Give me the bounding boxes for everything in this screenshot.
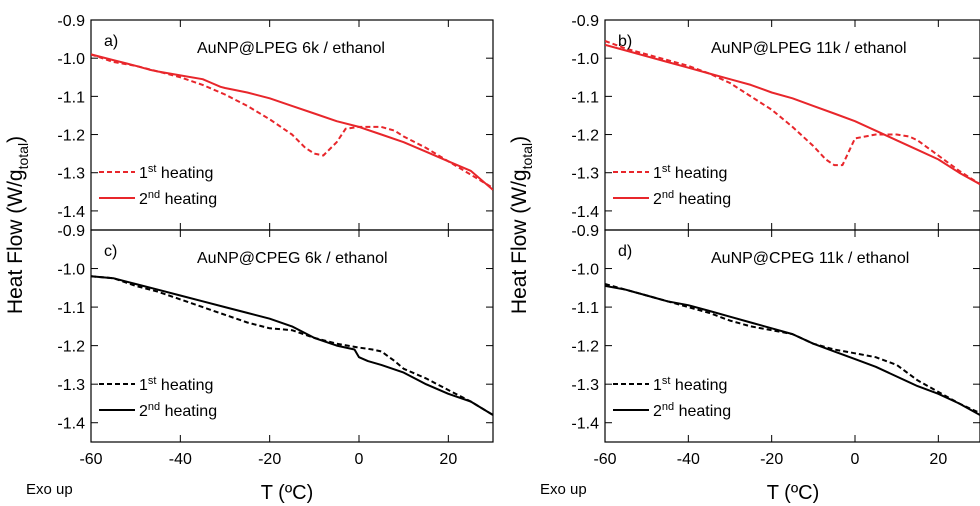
ytick-label-3: -0.9 <box>57 223 85 240</box>
panel-title-3: AuNP@CPEG 6k / ethanol <box>197 250 388 267</box>
legend-label-2-1: 2nd heating <box>139 189 217 208</box>
ytick-label-3: -1.4 <box>57 416 85 433</box>
ytick-label-3: -1.3 <box>57 377 85 394</box>
panel-1: -0.9 -1.0 -1.1 -1.2 -1.3 -1.4 a) AuNP@LPEG 6k /… <box>57 13 494 231</box>
panel-letter-3: c) <box>104 243 117 260</box>
panel-4: -0.9 -1.0 -1.1 -1.2 -1.3 -1.4 -60 -40 -20 0 20 d) Au… <box>571 223 980 468</box>
panel-letter-1: a) <box>104 33 118 50</box>
ytick-label-1: -1.3 <box>57 166 85 183</box>
plot-frame-4 <box>604 229 980 443</box>
series-line-3-1 <box>91 275 493 416</box>
ytick-label-3: -1.0 <box>57 262 85 279</box>
ytick-label-2: -1.0 <box>571 51 599 68</box>
panel-3: -0.9 -1.0 -1.1 -1.2 -1.3 -1.4 -60 -40 -20 0 20 c) Au… <box>57 223 494 468</box>
ytick-label-4: -1.1 <box>571 300 599 317</box>
legend-label-1-4: 1st heating <box>653 375 727 394</box>
right-xlabel: T (ºC) <box>767 482 819 504</box>
panel-title-4: AuNP@CPEG 11k / ethanol <box>711 250 909 267</box>
series-line-3-2 <box>91 275 493 416</box>
xtick-label-3: 20 <box>439 451 457 468</box>
right-ylabel: Heat Flow (W/gtotal) <box>508 136 535 314</box>
ytick-label-1: -1.0 <box>57 51 85 68</box>
series-line-1-2 <box>91 53 493 191</box>
ytick-label-3: -1.2 <box>57 339 85 356</box>
ytick-label-2: -1.1 <box>571 89 599 106</box>
ytick-label-4: -0.9 <box>571 223 599 240</box>
panel-title-1: AuNP@LPEG 6k / ethanol <box>197 40 385 57</box>
left-exo-note: Exo up <box>26 481 73 498</box>
legend-label-2-3: 2nd heating <box>139 401 217 420</box>
series-line-2-2 <box>605 43 980 186</box>
legend-label-2-2: 2nd heating <box>653 189 731 208</box>
xtick-label-4: -40 <box>677 451 700 468</box>
legend-label-2-4: 2nd heating <box>653 401 731 420</box>
xtick-label-3: -60 <box>79 451 102 468</box>
right-exo-note: Exo up <box>540 481 587 498</box>
xtick-label-3: -40 <box>169 451 192 468</box>
ytick-label-2: -1.3 <box>571 166 599 183</box>
xtick-label-4: -60 <box>593 451 616 468</box>
legend-label-1-1: 1st heating <box>139 163 213 182</box>
legend-label-1-3: 1st heating <box>139 375 213 394</box>
panels-layer: -0.9 -1.0 -1.1 -1.2 -1.3 -1.4 a) AuNP@LPEG 6k /… <box>57 13 980 468</box>
left-xlabel: T (ºC) <box>261 482 313 504</box>
series-line-4-2 <box>605 284 980 416</box>
ytick-label-1: -1.2 <box>57 128 85 145</box>
ytick-label-4: -1.2 <box>571 339 599 356</box>
legend-label-1-2: 1st heating <box>653 163 727 182</box>
ytick-label-1: -1.1 <box>57 89 85 106</box>
panel-letter-2: b) <box>618 33 632 50</box>
series-line-2-1 <box>605 40 980 186</box>
ytick-label-1: -0.9 <box>57 13 85 30</box>
series-line-1-1 <box>91 53 493 189</box>
ytick-label-2: -1.2 <box>571 128 599 145</box>
xtick-label-4: -20 <box>760 451 783 468</box>
left-ylabel: Heat Flow (W/gtotal) <box>4 136 31 314</box>
xtick-label-3: -20 <box>258 451 281 468</box>
ytick-label-2: -0.9 <box>571 13 599 30</box>
ytick-label-4: -1.3 <box>571 377 599 394</box>
plot-frame-3 <box>90 229 494 443</box>
xtick-label-3: 0 <box>355 451 364 468</box>
ytick-label-2: -1.4 <box>571 204 599 221</box>
ytick-label-4: -1.0 <box>571 262 599 279</box>
xtick-label-4: 0 <box>851 451 860 468</box>
xtick-label-4: 20 <box>929 451 947 468</box>
ytick-label-4: -1.4 <box>571 416 599 433</box>
ytick-label-3: -1.1 <box>57 300 85 317</box>
panel-2: -0.9 -1.0 -1.1 -1.2 -1.3 -1.4 b) AuNP@LPEG 11k … <box>571 13 980 231</box>
panel-title-2: AuNP@LPEG 11k / ethanol <box>711 40 907 57</box>
panel-letter-4: d) <box>618 243 632 260</box>
ytick-label-1: -1.4 <box>57 204 85 221</box>
